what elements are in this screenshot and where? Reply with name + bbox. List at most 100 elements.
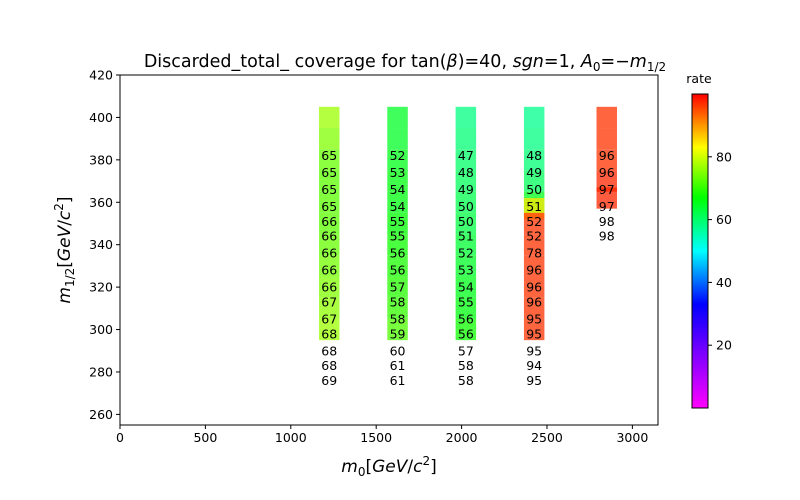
heatmap-cell — [455, 234, 477, 256]
heatmap-cell — [523, 276, 545, 298]
cell-value-label: 58 — [390, 311, 406, 326]
cell-value-label: 54 — [390, 199, 406, 214]
heatmap-cell — [596, 128, 618, 150]
cell-value-label: 57 — [390, 280, 406, 295]
heatmap-cell — [318, 255, 340, 277]
cell-value-label: 53 — [390, 165, 406, 180]
colorbar-label: rate — [686, 71, 712, 86]
x-tick-label: 2500 — [531, 430, 563, 445]
cell-value-label: 52 — [526, 229, 542, 244]
cell-value-label: 98 — [599, 229, 615, 244]
cell-value-label: 57 — [458, 343, 474, 358]
cell-value-label: 54 — [458, 280, 474, 295]
cell-value-label: 66 — [321, 263, 337, 278]
cell-value-label: 96 — [526, 294, 542, 309]
cell-value-label: 97 — [599, 199, 615, 214]
cell-value-label: 96 — [599, 165, 615, 180]
heatmap-cell — [387, 106, 408, 129]
heatmap-cell — [387, 212, 408, 235]
heatmap-cells — [318, 106, 618, 341]
cell-value-label: 55 — [458, 294, 474, 309]
heatmap-cell — [455, 106, 477, 129]
cell-value-label: 95 — [526, 343, 542, 358]
cell-value-label: 47 — [458, 148, 474, 163]
heatmap-cell — [523, 297, 545, 319]
heatmap-cell — [455, 297, 477, 319]
x-tick-label: 500 — [193, 430, 217, 445]
y-tick-label: 360 — [89, 195, 113, 210]
heatmap-cell — [596, 149, 618, 171]
cell-value-label: 68 — [321, 326, 337, 341]
cell-value-label: 65 — [321, 182, 337, 197]
cell-value-label: 58 — [458, 373, 474, 388]
heatmap-cell — [455, 318, 477, 341]
x-axis-ticks: 0 500 1000 1500 2000 2500 3000 — [116, 425, 648, 445]
cell-value-label: 49 — [526, 165, 542, 180]
heatmap-cell — [523, 318, 545, 341]
cell-value-label: 50 — [458, 214, 474, 229]
cell-value-label: 66 — [321, 214, 337, 229]
heatmap-cell — [523, 255, 545, 277]
heatmap-cell — [523, 170, 545, 192]
cell-value-label: 61 — [390, 373, 406, 388]
colorbar-ticks: 20 40 60 80 — [708, 149, 732, 353]
cell-value-label: 48 — [526, 148, 542, 163]
x-tick-label: 1500 — [360, 430, 392, 445]
cell-labels: 6565656566666666666767686868695253545455… — [321, 148, 614, 388]
cell-value-label: 58 — [458, 358, 474, 373]
cell-value-label: 67 — [321, 294, 337, 309]
cell-value-label: 51 — [526, 199, 542, 214]
y-tick-label: 300 — [89, 322, 113, 337]
y-tick-label: 420 — [89, 68, 113, 83]
cell-value-label: 94 — [526, 358, 542, 373]
cell-value-label: 96 — [526, 280, 542, 295]
x-tick-label: 0 — [116, 430, 124, 445]
cell-value-label: 65 — [321, 148, 337, 163]
cell-value-label: 55 — [390, 229, 406, 244]
cell-value-label: 49 — [458, 182, 474, 197]
cell-value-label: 56 — [390, 246, 406, 261]
x-tick-label: 1000 — [275, 430, 307, 445]
heatmap-cell — [596, 187, 618, 209]
x-tick-label: 2000 — [446, 430, 478, 445]
heatmap-cell — [455, 128, 477, 150]
heatmap-cell — [387, 318, 408, 341]
heatmap-cell — [596, 106, 618, 129]
heatmap-cell — [455, 170, 477, 192]
heatmap-cell — [523, 212, 545, 235]
heatmap-cell — [318, 318, 340, 341]
heatmap-cell — [318, 276, 340, 298]
heatmap-cell — [318, 106, 340, 129]
cell-value-label: 65 — [321, 165, 337, 180]
cell-value-label: 48 — [458, 165, 474, 180]
cell-value-label: 95 — [526, 326, 542, 341]
heatmap-cell — [318, 212, 340, 235]
cell-value-label: 56 — [458, 311, 474, 326]
colorbar-tick-label: 60 — [716, 212, 732, 227]
cell-value-label: 68 — [321, 358, 337, 373]
cell-value-label: 96 — [526, 263, 542, 278]
heatmap-cell — [387, 149, 408, 171]
cell-value-label: 67 — [321, 311, 337, 326]
heatmap-cell — [523, 234, 545, 256]
heatmap-cell — [318, 191, 340, 213]
cell-value-label: 58 — [390, 294, 406, 309]
heatmap-cell — [455, 212, 477, 235]
heatmap-cell — [387, 234, 408, 256]
cell-value-label: 56 — [458, 326, 474, 341]
cell-value-label: 50 — [526, 182, 542, 197]
cell-value-label: 59 — [390, 326, 406, 341]
heatmap-cell — [387, 128, 408, 150]
cell-value-label: 60 — [390, 343, 406, 358]
cell-value-label: 69 — [321, 373, 337, 388]
heatmap-cell — [318, 297, 340, 319]
cell-value-label: 61 — [390, 358, 406, 373]
cell-value-label: 66 — [321, 280, 337, 295]
heatmap-cell — [387, 297, 408, 319]
heatmap-cell — [523, 128, 545, 150]
colorbar-tick-label: 80 — [716, 149, 732, 164]
cell-value-label: 68 — [321, 343, 337, 358]
heatmap-cell — [523, 149, 545, 171]
cell-value-label: 54 — [390, 182, 406, 197]
